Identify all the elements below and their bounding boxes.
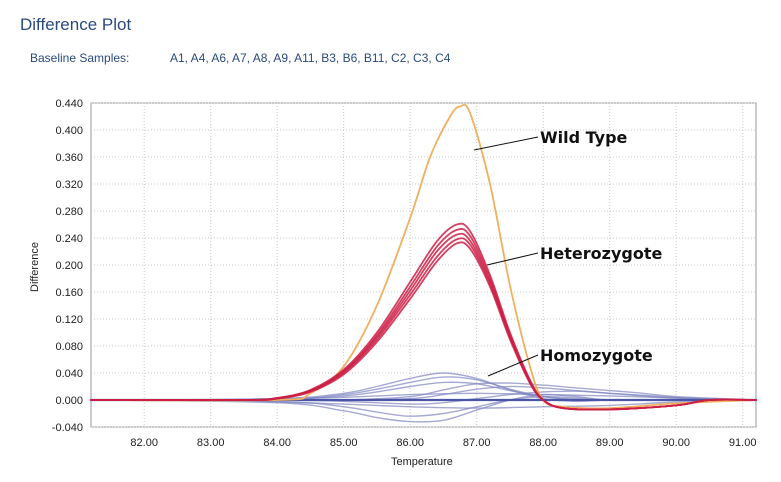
y-tick-label: 0.000 bbox=[55, 395, 83, 407]
grid bbox=[91, 102, 756, 428]
y-tick-label: 0.280 bbox=[55, 206, 83, 218]
annotation-pointer bbox=[473, 136, 539, 151]
y-tick-label: 0.080 bbox=[55, 341, 83, 353]
y-tick-label: 0.120 bbox=[55, 314, 83, 326]
x-tick-label: 90.00 bbox=[662, 437, 690, 449]
axis-ticks: 82.00 83.00 84.00 85.00 86.00 87.00 88.00 89.00… bbox=[52, 98, 757, 449]
annotations: Wild Type Heterozygote Homozygote bbox=[473, 128, 662, 377]
x-tick-label: 84.00 bbox=[263, 437, 291, 449]
annotation-pointer bbox=[486, 252, 539, 266]
x-tick-label: 87.00 bbox=[463, 437, 491, 449]
baseline-samples-value: A1, A4, A6, A7, A8, A9, A11, B3, B6, B11… bbox=[170, 51, 451, 65]
baseline-samples-label: Baseline Samples: bbox=[30, 51, 130, 65]
annotation-label: Homozygote bbox=[540, 346, 653, 365]
page-title: Difference Plot bbox=[20, 15, 132, 34]
y-tick-label: 0.320 bbox=[55, 179, 83, 191]
y-tick-label: 0.160 bbox=[55, 287, 83, 299]
y-axis-label: Difference bbox=[29, 242, 41, 292]
y-tick-label: 0.360 bbox=[55, 152, 83, 164]
y-tick-label: 0.200 bbox=[55, 260, 83, 272]
x-tick-label: 89.00 bbox=[596, 437, 624, 449]
annotation-pointer bbox=[487, 354, 539, 377]
x-axis-label: Temperature bbox=[391, 456, 453, 468]
series-group bbox=[89, 103, 758, 423]
annotation-label: Heterozygote bbox=[540, 244, 662, 263]
x-tick-label: 86.00 bbox=[396, 437, 424, 449]
x-tick-label: 88.00 bbox=[529, 437, 557, 449]
x-tick-label: 91.00 bbox=[729, 437, 757, 449]
y-tick-label: 0.040 bbox=[55, 368, 83, 380]
x-tick-label: 82.00 bbox=[130, 437, 158, 449]
x-tick-label: 85.00 bbox=[330, 437, 358, 449]
y-tick-label: 0.240 bbox=[55, 233, 83, 245]
x-tick-label: 83.00 bbox=[197, 437, 225, 449]
y-tick-label: 0.400 bbox=[55, 125, 83, 137]
y-tick-label: 0.440 bbox=[55, 98, 83, 110]
heterozygote-series-line bbox=[90, 241, 757, 411]
annotation-label: Wild Type bbox=[540, 128, 628, 147]
y-tick-label: -0.040 bbox=[52, 422, 83, 434]
